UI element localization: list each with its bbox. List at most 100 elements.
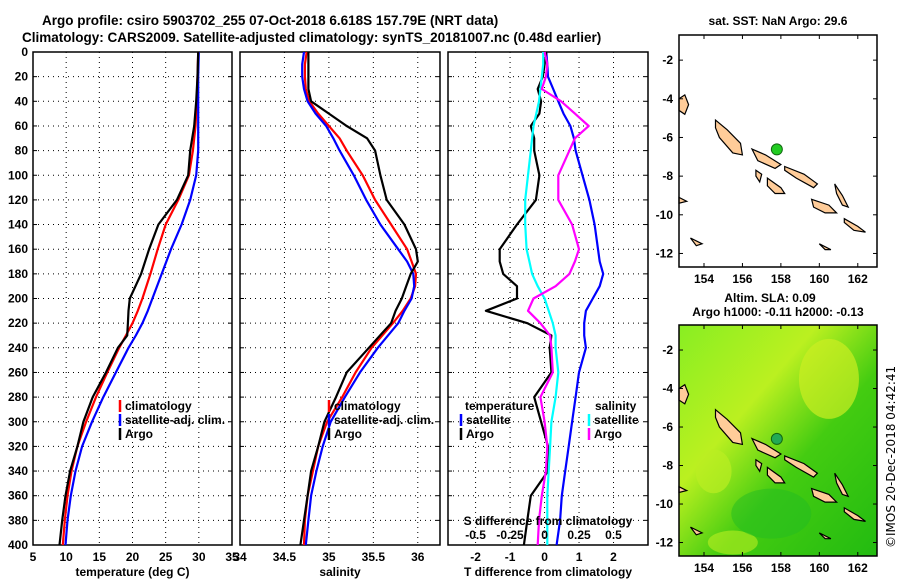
ytick-label: 360 [8, 489, 28, 503]
xtick-label: 2 [610, 550, 617, 564]
series-line-argo [299, 52, 419, 546]
xtick-label: 20 [126, 550, 140, 564]
xaxis-label: salinity [319, 565, 361, 579]
ytick-label: 380 [8, 513, 28, 527]
island [834, 183, 850, 209]
map-ytick-label: -6 [662, 420, 673, 434]
xtick-label: 0 [541, 550, 548, 564]
plot-frame [32, 51, 233, 546]
island [690, 237, 704, 247]
map-xtick-label: 162 [848, 272, 868, 286]
xtick-label: 1 [576, 550, 583, 564]
island [766, 176, 786, 195]
ytick-label: 180 [8, 267, 28, 281]
ytick-label: 280 [8, 390, 28, 404]
map-ytick-label: -6 [662, 130, 673, 144]
map-ytick-label: -10 [656, 497, 674, 511]
legend-label: Argo [594, 427, 622, 441]
map-ytick-label: -2 [662, 53, 673, 67]
xtick-label: 25 [159, 550, 173, 564]
xtick-label: 30 [192, 550, 206, 564]
argo-float-marker [770, 143, 783, 156]
xtick-label: -2 [470, 550, 481, 564]
argo-float-marker [770, 432, 783, 445]
xtick-label: 35 [225, 550, 239, 564]
legend-label: satellite [466, 413, 511, 427]
ytick-label: 160 [8, 242, 28, 256]
map-sla-title-1: Altim. SLA: 0.09 [724, 291, 816, 305]
map-xtick-label: 158 [771, 272, 791, 286]
legend-title-temperature: temperature [465, 399, 535, 413]
island [690, 526, 704, 536]
map-sst-title: sat. SST: NaN Argo: 29.6 [708, 14, 848, 28]
island [750, 437, 783, 459]
island [784, 455, 819, 478]
legend-label: Argo [466, 427, 494, 441]
map-xtick-label: 160 [809, 561, 829, 575]
legend-label: satellite [594, 413, 639, 427]
map_sla-map [678, 324, 878, 557]
xtick-label: 35.5 [362, 550, 386, 564]
sla-high-anomaly [707, 530, 758, 555]
xaxis-label: temperature (deg C) [75, 565, 189, 579]
xtick-label: 15 [93, 550, 107, 564]
map-ytick-label: -8 [662, 459, 673, 473]
ytick-label: 260 [8, 365, 28, 379]
legend-title-salinity: salinity [595, 399, 637, 413]
map-ytick-label: -4 [662, 382, 673, 396]
map-ytick-label: -2 [662, 343, 673, 357]
map-xtick-label: 156 [732, 272, 752, 286]
xtick-label: 5 [30, 550, 37, 564]
ytick-label: 120 [8, 193, 28, 207]
map-ytick-label: -12 [656, 246, 674, 260]
island [834, 472, 850, 498]
sla-low-anomaly [731, 488, 812, 539]
ytick-label: 60 [15, 119, 29, 133]
series-line-salinity-satellite [524, 52, 560, 545]
map-xtick-label: 158 [771, 561, 791, 575]
map-ytick-label: -4 [662, 92, 673, 106]
ytick-label: 40 [15, 94, 29, 108]
panel-temperature [32, 51, 233, 546]
panel-differences [447, 51, 649, 546]
series-line-salinity-argo [526, 51, 590, 546]
series-line-argo [58, 51, 200, 546]
map-xtick-label: 162 [848, 561, 868, 575]
map-ytick-label: -8 [662, 169, 673, 183]
sla-high-anomaly [695, 449, 732, 494]
ytick-label: 300 [8, 415, 28, 429]
island [766, 466, 786, 484]
map-xtick-label: 160 [809, 272, 829, 286]
island [714, 118, 744, 156]
legend-label: Argo [334, 427, 362, 441]
map-xtick-label: 156 [732, 561, 752, 575]
ytick-label: 240 [8, 341, 28, 355]
ytick-label: 20 [15, 70, 29, 84]
x2tick-label: 0.25 [567, 528, 591, 542]
xtick-label: 34.5 [273, 550, 297, 564]
series-line-satellite-adj-clim- [64, 51, 200, 546]
legend-label: climatology [334, 399, 401, 413]
island [755, 169, 763, 184]
xtick-label: 36 [411, 550, 425, 564]
ytick-label: 100 [8, 168, 28, 182]
ytick-label: 320 [8, 439, 28, 453]
map-xtick-label: 154 [694, 272, 714, 286]
ytick-label: 80 [15, 144, 29, 158]
map-ytick-label: -10 [656, 208, 674, 222]
island [784, 165, 819, 189]
x2tick-label: 0 [541, 528, 548, 542]
map-frame [678, 324, 878, 557]
ytick-label: 400 [8, 538, 28, 552]
ytick-label: 220 [8, 316, 28, 330]
x2tick-label: -0.25 [496, 528, 524, 542]
plot-frame [239, 51, 441, 546]
xtick-label: -1 [505, 550, 516, 564]
x2axis-label: S difference from climatology [464, 514, 633, 528]
map-xtick-label: 154 [694, 561, 714, 575]
sla-high-anomaly [798, 338, 859, 419]
x2tick-label: 0.5 [605, 528, 622, 542]
panel-salinity [239, 51, 441, 546]
island [843, 506, 866, 522]
map-frame [678, 34, 878, 268]
